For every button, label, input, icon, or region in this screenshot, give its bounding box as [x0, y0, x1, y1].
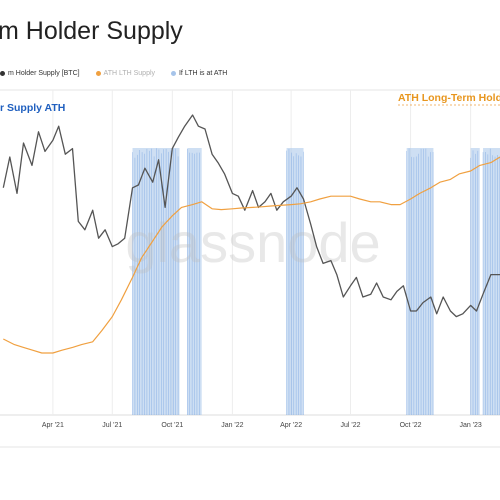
x-tick-label: Apr '21 [42, 422, 64, 429]
x-tick-label: Oct '22 [400, 422, 422, 429]
x-tick-label: Oct '21 [161, 422, 183, 429]
ath-bands [133, 148, 500, 415]
annotation-lth-ath: r Supply ATH [0, 102, 65, 114]
watermark: glassnode [125, 211, 380, 274]
x-tick-label: Jan '22 [221, 422, 243, 429]
x-tick-label: Jan '23 [459, 422, 481, 429]
x-axis: Apr '21 Jul '21 Oct '21 Jan '22 Apr '22 Jul '… [42, 422, 482, 429]
annotations: r Supply ATH ATH Long-Term Hold [0, 92, 500, 114]
x-tick-label: Jul '22 [341, 422, 361, 429]
x-tick-label: Apr '22 [280, 422, 302, 429]
x-tick-label: Jul '21 [102, 422, 122, 429]
annotation-ath-lth: ATH Long-Term Hold [398, 92, 500, 104]
